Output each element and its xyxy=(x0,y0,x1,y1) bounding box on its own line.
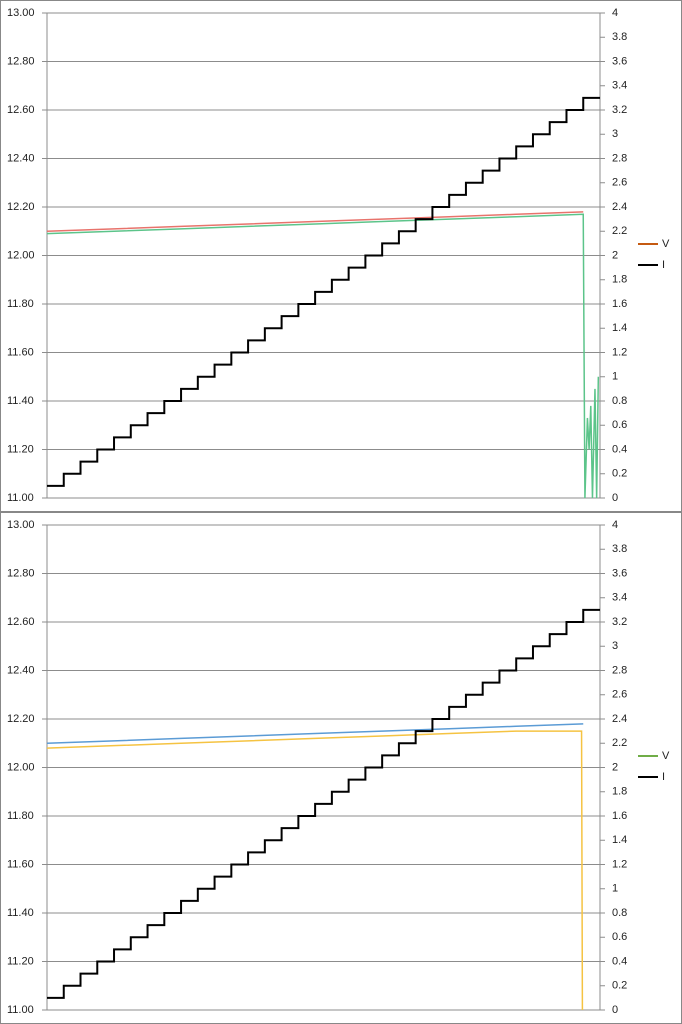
y2-tick-label: 3.8 xyxy=(612,31,627,43)
y-tick-label: 12.40 xyxy=(7,152,35,164)
y-tick-label: 11.00 xyxy=(7,492,34,504)
y-tick-label: 11.40 xyxy=(7,395,34,407)
y2-tick-label: 1 xyxy=(612,371,618,383)
legend-label: I xyxy=(662,771,665,783)
y-tick-label: 12.20 xyxy=(7,201,35,213)
y-tick-label: 12.20 xyxy=(7,713,35,725)
legend-label: V xyxy=(662,238,670,250)
y2-tick-label: 2.4 xyxy=(612,201,627,213)
y2-tick-label: 4 xyxy=(612,519,618,531)
y2-tick-label: 3.6 xyxy=(612,567,627,579)
y2-tick-label: 2 xyxy=(612,761,618,773)
y-tick-label: 11.40 xyxy=(7,907,34,919)
legend-label: V xyxy=(662,750,670,762)
y-tick-label: 12.40 xyxy=(7,664,35,676)
legend-label: I xyxy=(662,259,665,271)
series-line xyxy=(46,723,584,744)
series-line xyxy=(47,608,600,999)
y-tick-label: 13.00 xyxy=(7,519,35,531)
y-tick-label: 12.00 xyxy=(7,761,35,773)
chart: 11.0011.2011.4011.6011.8012.0012.2012.40… xyxy=(0,0,682,512)
y2-tick-label: 2.8 xyxy=(612,152,627,164)
y2-tick-label: 0.6 xyxy=(612,419,627,431)
y2-tick-label: 2.2 xyxy=(612,737,627,749)
y2-tick-label: 2.6 xyxy=(612,689,627,701)
y2-tick-label: 1.8 xyxy=(612,274,627,286)
y2-tick-label: 1.2 xyxy=(612,346,627,358)
series-line xyxy=(47,96,600,487)
y2-tick-label: 0.4 xyxy=(612,955,627,967)
y2-tick-label: 1.2 xyxy=(612,858,627,870)
y2-tick-label: 2.4 xyxy=(612,713,627,725)
y-tick-label: 11.80 xyxy=(7,298,34,310)
y2-tick-label: 2.8 xyxy=(612,664,627,676)
y2-tick-label: 3.4 xyxy=(612,80,627,92)
y2-tick-label: 3 xyxy=(612,640,618,652)
y2-tick-label: 3.2 xyxy=(612,616,627,628)
y2-tick-label: 3 xyxy=(612,128,618,140)
y2-tick-label: 0 xyxy=(612,1004,618,1016)
y2-tick-label: 1.6 xyxy=(612,810,627,822)
y2-tick-label: 0.4 xyxy=(612,443,627,455)
y2-tick-label: 0.8 xyxy=(612,907,627,919)
y-tick-label: 11.60 xyxy=(7,346,34,358)
series-line xyxy=(46,211,584,232)
y2-tick-label: 3.4 xyxy=(612,592,627,604)
y-tick-label: 12.60 xyxy=(7,616,35,628)
y-tick-label: 12.60 xyxy=(7,104,35,116)
y2-tick-label: 0.8 xyxy=(612,395,627,407)
y-tick-label: 12.80 xyxy=(7,567,35,579)
y2-tick-label: 1 xyxy=(612,883,618,895)
y2-tick-label: 1.4 xyxy=(612,322,627,334)
y2-tick-label: 1.6 xyxy=(612,298,627,310)
y2-tick-label: 2 xyxy=(612,249,618,261)
y2-tick-label: 3.6 xyxy=(612,55,627,67)
y-tick-label: 11.00 xyxy=(7,1004,34,1016)
y2-tick-label: 0 xyxy=(612,492,618,504)
y2-tick-label: 3.2 xyxy=(612,104,627,116)
y-tick-label: 11.80 xyxy=(7,810,34,822)
y-tick-label: 12.00 xyxy=(7,249,35,261)
y-tick-label: 11.60 xyxy=(7,858,34,870)
y2-tick-label: 0.2 xyxy=(612,468,627,480)
series-line xyxy=(46,213,600,499)
y2-tick-label: 1.8 xyxy=(612,786,627,798)
y-tick-label: 12.80 xyxy=(7,55,35,67)
y2-tick-label: 2.6 xyxy=(612,177,627,189)
y2-tick-label: 0.2 xyxy=(612,980,627,992)
y-tick-label: 13.00 xyxy=(7,7,35,19)
y2-tick-label: 2.2 xyxy=(612,225,627,237)
chart: 11.0011.2011.4011.6011.8012.0012.2012.40… xyxy=(0,512,682,1024)
y2-tick-label: 3.8 xyxy=(612,543,627,555)
y-tick-label: 11.20 xyxy=(7,955,34,967)
y2-tick-label: 0.6 xyxy=(612,931,627,943)
y2-tick-label: 4 xyxy=(612,7,618,19)
y-tick-label: 11.20 xyxy=(7,443,34,455)
series-line xyxy=(46,730,584,1011)
y2-tick-label: 1.4 xyxy=(612,834,627,846)
